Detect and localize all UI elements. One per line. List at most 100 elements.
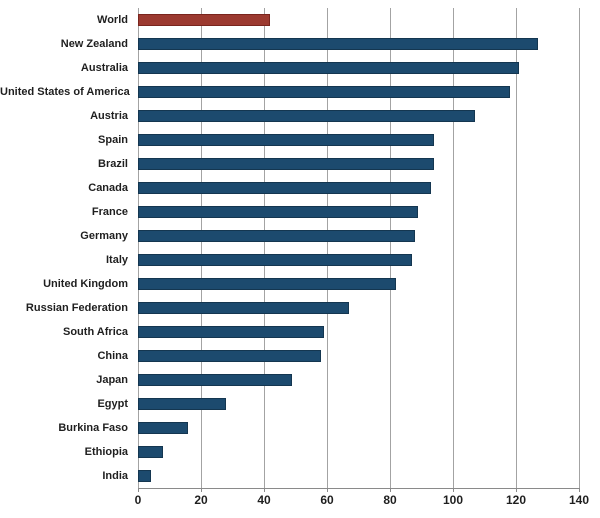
chart-row: Ethiopia — [0, 440, 600, 464]
bar-ethiopia — [138, 446, 164, 458]
bar-track — [138, 62, 579, 74]
bar-japan — [138, 374, 293, 386]
x-tick-label: 80 — [383, 493, 397, 507]
category-label: Brazil — [98, 158, 128, 170]
category-label: Canada — [88, 182, 128, 194]
category-label: Australia — [80, 62, 128, 74]
gridline — [200, 8, 202, 488]
x-tick-label: 120 — [505, 493, 527, 507]
bar-canada — [138, 182, 431, 194]
bar-south-africa — [138, 326, 324, 338]
bar-track — [138, 38, 579, 50]
chart-row: Japan — [0, 368, 600, 392]
category-label: Austria — [90, 110, 128, 122]
gridline — [578, 8, 580, 488]
bar-track — [138, 230, 579, 242]
chart-row: Russian Federation — [0, 296, 600, 320]
category-label: Japan — [96, 374, 128, 386]
tick-mark — [389, 488, 391, 492]
chart-row: Spain — [0, 128, 600, 152]
bar-brazil — [138, 158, 435, 170]
category-label: Russian Federation — [25, 302, 128, 314]
bar-france — [138, 206, 419, 218]
bar-track — [138, 254, 579, 266]
gridline — [263, 8, 265, 488]
plot-area — [137, 8, 580, 492]
tick-mark — [452, 488, 454, 492]
x-tick-label: 20 — [194, 493, 208, 507]
x-axis: 0 20 40 60 80 100 120 140 — [0, 493, 600, 513]
chart-row: Austria — [0, 104, 600, 128]
bar-track — [138, 398, 579, 410]
category-label: Egypt — [97, 398, 128, 410]
bar-germany — [138, 230, 416, 242]
bar-india — [138, 470, 151, 482]
bar-track — [138, 470, 579, 482]
chart-row: Australia — [0, 56, 600, 80]
bar-track — [138, 158, 579, 170]
tick-mark — [515, 488, 517, 492]
bar-united-states-of-america — [138, 86, 510, 98]
bar-austria — [138, 110, 476, 122]
chart-row: France — [0, 200, 600, 224]
tick-mark — [137, 488, 139, 492]
bar-united-kingdom — [138, 278, 397, 290]
tick-mark — [263, 488, 265, 492]
bar-world — [138, 14, 271, 26]
category-label: Germany — [80, 230, 128, 242]
x-tick-label: 140 — [568, 493, 590, 507]
bar-track — [138, 110, 579, 122]
bar-china — [138, 350, 321, 362]
chart-row: New Zealand — [0, 32, 600, 56]
chart-row: India — [0, 464, 600, 488]
chart-row: United Kingdom — [0, 272, 600, 296]
category-label: Italy — [105, 254, 128, 266]
bar-track — [138, 446, 579, 458]
bar-track — [138, 326, 579, 338]
tick-mark — [578, 488, 580, 492]
x-tick-label: 40 — [257, 493, 271, 507]
category-label: World — [97, 14, 128, 26]
chart-row: Germany — [0, 224, 600, 248]
category-label: China — [97, 350, 128, 362]
bar-italy — [138, 254, 413, 266]
bar-track — [138, 182, 579, 194]
gridline — [452, 8, 454, 488]
chart-row: Italy — [0, 248, 600, 272]
gridline — [389, 8, 391, 488]
chart-row: World — [0, 8, 600, 32]
category-label: Spain — [98, 134, 128, 146]
bar-track — [138, 374, 579, 386]
category-label: France — [91, 206, 128, 218]
bar-australia — [138, 62, 520, 74]
x-tick-label: 60 — [320, 493, 334, 507]
chart-row: China — [0, 344, 600, 368]
chart-row: Brazil — [0, 152, 600, 176]
bar-track — [138, 206, 579, 218]
bar-track — [138, 14, 579, 26]
chart-rows: World New Zealand Australia United States o… — [0, 8, 600, 488]
bar-spain — [138, 134, 435, 146]
chart-row: Egypt — [0, 392, 600, 416]
tick-mark — [200, 488, 202, 492]
gridline — [326, 8, 328, 488]
category-label: New Zealand — [60, 38, 128, 50]
bar-track — [138, 278, 579, 290]
chart-row: Canada — [0, 176, 600, 200]
bar-egypt — [138, 398, 227, 410]
bar-track — [138, 86, 579, 98]
category-label: Ethiopia — [84, 446, 128, 458]
chart-row: Burkina Faso — [0, 416, 600, 440]
x-tick-label: 100 — [442, 493, 464, 507]
tick-mark — [326, 488, 328, 492]
chart-row: South Africa — [0, 320, 600, 344]
bar-russian-federation — [138, 302, 350, 314]
category-label: South Africa — [63, 326, 128, 338]
bar-track — [138, 134, 579, 146]
x-tick-label: 0 — [134, 493, 142, 507]
gridline — [515, 8, 517, 488]
bar-track — [138, 422, 579, 434]
bar-burkina-faso — [138, 422, 189, 434]
category-label: Burkina Faso — [58, 422, 128, 434]
bar-new-zealand — [138, 38, 539, 50]
